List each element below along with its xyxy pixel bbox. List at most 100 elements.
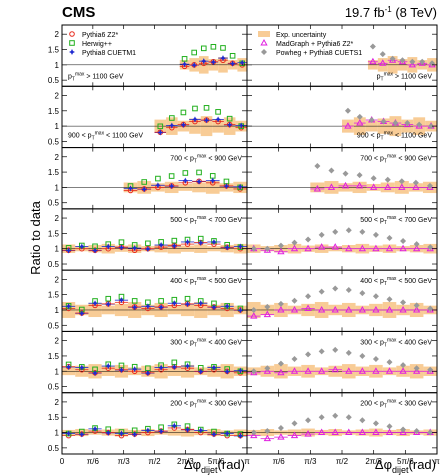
pythia-cuetm1-point — [131, 366, 138, 373]
pythia-cuetm1-point — [65, 430, 72, 437]
powheg-point — [400, 238, 407, 245]
pt-subscript: T — [384, 342, 387, 348]
pythia-cuetm1-point — [78, 364, 85, 371]
x-tick-label: 5π/6 — [397, 457, 414, 466]
pt-superscript: max — [387, 337, 397, 343]
pt-range-post: < 900 GeV — [206, 156, 242, 163]
pt-range-pre: 900 < — [357, 133, 377, 140]
herwig-point — [203, 105, 210, 111]
experiment-label: CMS — [62, 4, 95, 21]
powheg-point — [372, 231, 379, 238]
pt-superscript: max — [197, 276, 207, 282]
powheg-point — [332, 228, 339, 235]
madgraph-point — [277, 433, 285, 440]
pythia-cuetm1-point — [78, 431, 85, 438]
y-tick-label: 0.5 — [48, 260, 60, 269]
x-tick-label: π/6 — [87, 457, 100, 466]
pythia-cuetm1-point — [210, 304, 217, 311]
pt-range-pre: 500 < — [360, 217, 380, 224]
pythia-cuetm1-point — [144, 245, 151, 252]
panel-4-right: 400 < pTmax < 500 GeV — [246, 269, 438, 332]
pythia-cuetm1-point — [182, 177, 189, 184]
pythia-cuetm1-point — [131, 245, 138, 252]
madgraph-point — [370, 183, 378, 190]
powheg-point — [291, 420, 298, 427]
pythia-cuetm1-point — [197, 368, 204, 375]
powheg-point — [427, 366, 434, 373]
powheg-point — [372, 420, 379, 427]
powheg-point — [345, 349, 352, 356]
herwig-point — [155, 175, 161, 182]
pythia-cuetm1-point — [127, 185, 134, 192]
y-tick-label: 1 — [55, 183, 60, 192]
pythia-cuetm1-point — [168, 183, 175, 190]
pt-symbol: p — [190, 156, 194, 163]
panel-4-left: 0.5 1 1.5 2 400 < pTmax < 500 GeV — [48, 269, 248, 332]
pt-range-post: < 500 GeV — [206, 278, 242, 285]
legend-label: Exp. uncertainty — [276, 32, 327, 39]
x-axis-label-unit-r: (rad) — [409, 457, 436, 472]
x-axis-label-unit: (rad) — [218, 457, 245, 472]
legend-left: Pythia6 Z2* Herwig++ Pythia8 CUETM1 — [69, 31, 136, 57]
pt-range-pre: 900 < — [68, 133, 88, 140]
pythia-cuetm1-point — [196, 178, 203, 185]
panel-2-right: 700 < pTmax < 900 GeV — [246, 147, 438, 210]
pt-range-post: < 700 GeV — [396, 217, 432, 224]
powheg-point — [305, 293, 312, 300]
x-tick-label: π/2 — [148, 457, 161, 466]
powheg-point — [386, 296, 393, 303]
pt-range-label: pTmax > 1100 GeV — [377, 71, 433, 82]
powheg-point — [305, 236, 312, 243]
pt-symbol: p — [377, 73, 381, 80]
powheg-point — [345, 414, 352, 421]
powheg-point — [305, 351, 312, 358]
pythia-cuetm1-point — [200, 58, 207, 65]
pythia-cuetm1-point — [144, 303, 151, 310]
madgraph-point — [290, 431, 299, 439]
pythia-cuetm1-point — [144, 370, 151, 377]
pt-range-label: 300 < pTmax < 400 GeV — [170, 337, 242, 348]
powheg-point — [264, 365, 271, 372]
herwig-point — [145, 240, 151, 247]
pythia-cuetm1-point — [237, 307, 244, 314]
powheg-point — [359, 228, 366, 235]
pythia-cuetm1-point — [184, 363, 191, 370]
pt-range-label: 900 < pTmax < 1100 GeV — [68, 131, 143, 142]
madgraph-point — [399, 428, 407, 436]
pythia-cuetm1-point — [239, 59, 246, 66]
x-tick-label: π — [434, 457, 440, 466]
herwig-point — [182, 170, 189, 176]
y-tick-label: 2 — [55, 398, 60, 407]
pythia-cuetm1-point — [237, 367, 244, 374]
madgraph-point — [358, 367, 367, 374]
powheg-point — [398, 178, 405, 185]
luminosity-label: 19.7 fb-1 (8 TeV) — [345, 5, 437, 20]
pt-symbol: p — [68, 73, 72, 80]
madgraph-point — [355, 181, 364, 189]
powheg-point — [384, 176, 391, 183]
powheg-point — [389, 55, 396, 62]
panel-6-right: 200 < pTmax < 300 GeV π/6 π/3 π/2 2π/3 5π/6 π — [246, 392, 440, 466]
powheg-point — [332, 285, 339, 292]
lumi-value: 19.7 fb — [345, 5, 385, 20]
madgraph-point — [358, 428, 367, 436]
madgraph-point — [412, 367, 421, 374]
powheg-point — [356, 172, 363, 179]
powheg-point — [250, 429, 257, 436]
y-tick-label: 0.5 — [48, 444, 60, 453]
y-tick-label: 1 — [55, 245, 60, 254]
pt-range-label: 500 < pTmax < 700 GeV — [170, 215, 242, 226]
pt-superscript: max — [197, 337, 207, 343]
pythia-cuetm1-point — [92, 300, 99, 307]
pythia-cuetm1-point — [168, 122, 175, 129]
pythia-cuetm1-point — [210, 431, 217, 438]
pt-range-label: 900 < pTmax < 1100 GeV — [357, 131, 432, 142]
powheg-point — [277, 424, 284, 431]
x-tick-label: π/3 — [304, 457, 317, 466]
pt-range-label: 400 < pTmax < 500 GeV — [170, 276, 242, 287]
powheg-point — [345, 227, 352, 234]
powheg-point — [291, 239, 298, 246]
y-tick-label: 2 — [55, 214, 60, 223]
pt-superscript: max — [197, 399, 207, 405]
madgraph-point — [327, 183, 336, 190]
